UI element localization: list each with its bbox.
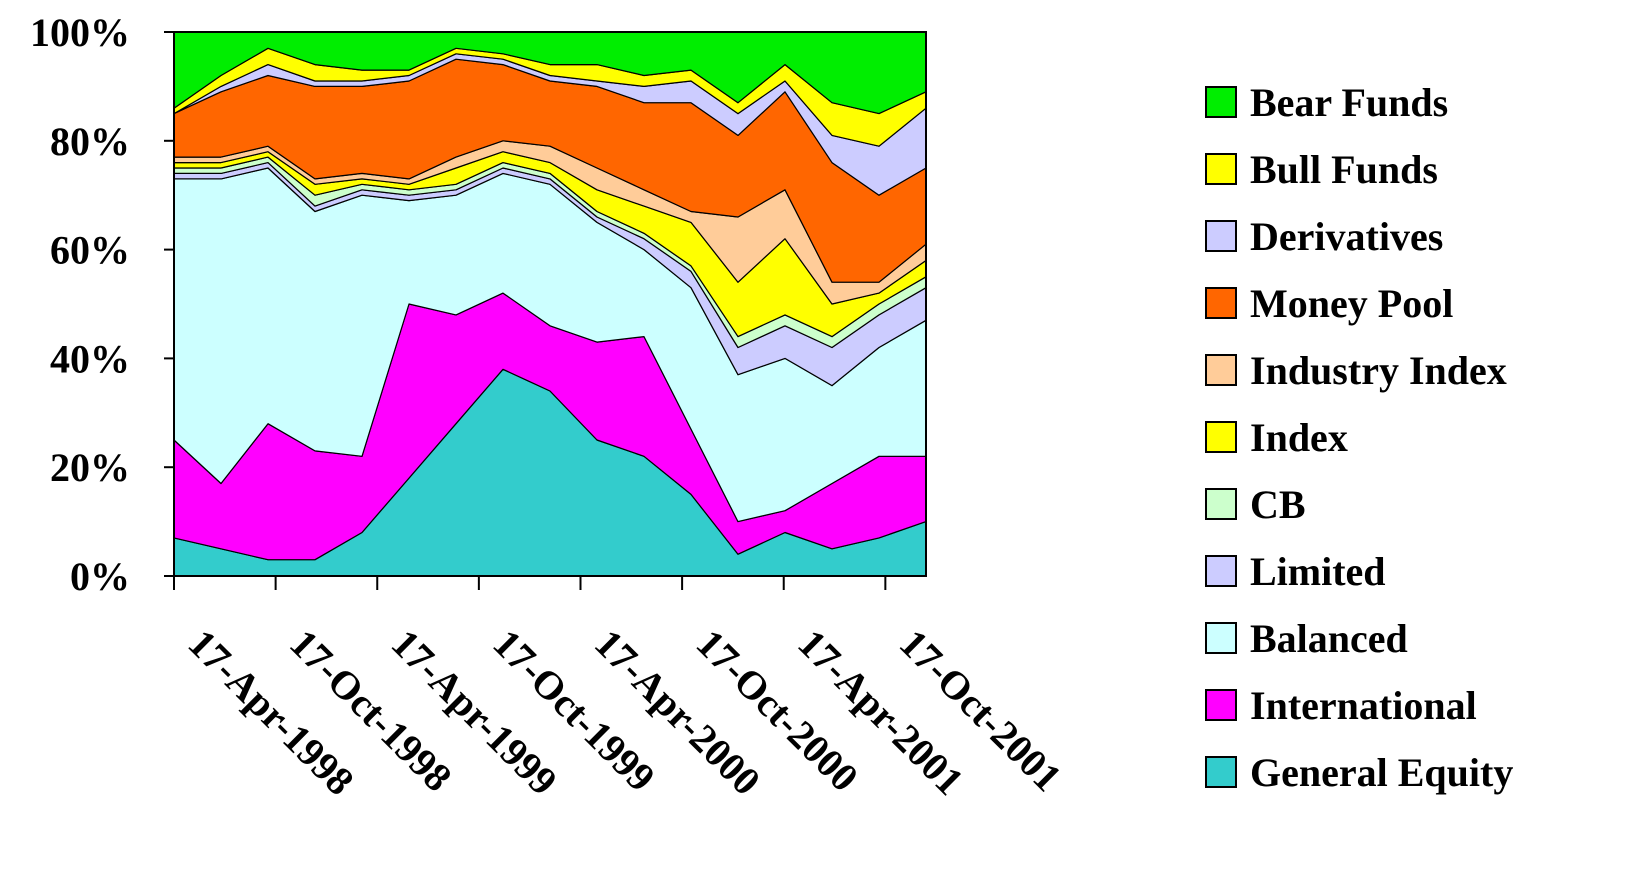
legend-label-bull-funds: Bull Funds	[1250, 147, 1438, 192]
legend-swatch-derivatives	[1205, 220, 1237, 252]
legend-label-derivatives: Derivatives	[1250, 214, 1443, 259]
y-tick-label: 0%	[70, 554, 130, 599]
legend-label-index: Index	[1250, 415, 1348, 460]
plot-area-border	[173, 31, 927, 577]
area-series-group	[173, 31, 927, 577]
legend-swatch-general-equity	[1205, 756, 1237, 788]
legend-swatch-limited	[1205, 555, 1237, 587]
legend: Bear Funds Bull Funds Derivatives Money Poo…	[1205, 80, 1513, 795]
legend-label-general-equity: General Equity	[1250, 750, 1513, 795]
legend-label-limited: Limited	[1250, 549, 1386, 594]
y-tick-label: 20%	[50, 445, 130, 490]
legend-label-balanced: Balanced	[1250, 616, 1408, 661]
legend-swatch-international	[1205, 689, 1237, 721]
legend-swatch-industry-index	[1205, 354, 1237, 386]
legend-label-bear-funds: Bear Funds	[1250, 80, 1448, 125]
y-axis: 0% 20% 40% 60% 80% 100%	[30, 10, 174, 599]
y-tick-label: 60%	[50, 228, 130, 273]
legend-label-industry-index: Industry Index	[1250, 348, 1507, 393]
legend-swatch-index	[1205, 421, 1237, 453]
legend-swatch-bull-funds	[1205, 153, 1237, 185]
y-tick-label: 80%	[50, 119, 130, 164]
legend-label-international: International	[1250, 683, 1477, 728]
legend-swatch-bear-funds	[1205, 86, 1237, 118]
legend-swatch-balanced	[1205, 622, 1237, 654]
y-tick-label: 40%	[50, 336, 130, 381]
legend-label-cb: CB	[1250, 482, 1306, 527]
x-axis: 17-Apr-199817-Oct-199817-Apr-199917-Oct-…	[173, 576, 1070, 804]
legend-swatch-cb	[1205, 488, 1237, 520]
legend-label-money-pool: Money Pool	[1250, 281, 1453, 326]
y-tick-label: 100%	[30, 10, 130, 55]
legend-swatch-money-pool	[1205, 287, 1237, 319]
